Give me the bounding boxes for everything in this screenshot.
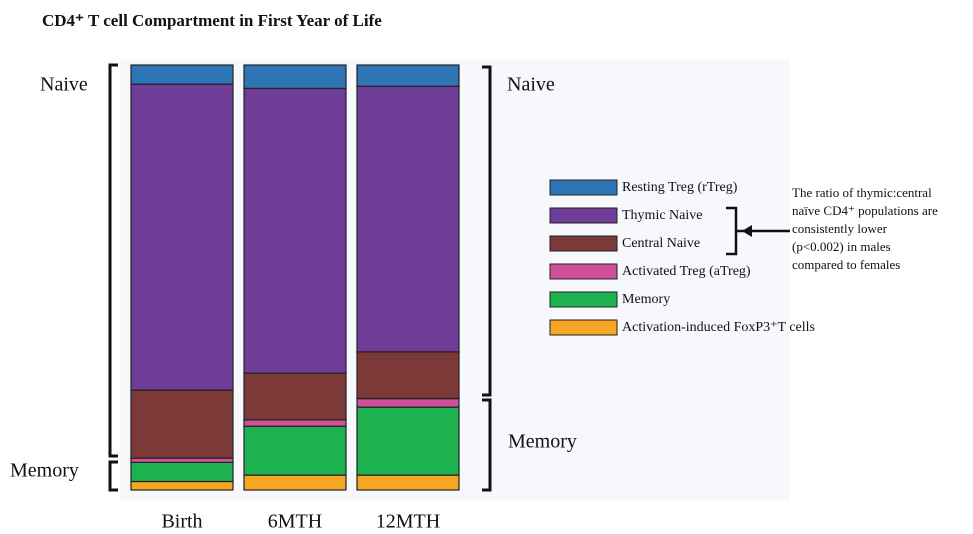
x-tick-label: 12MTH bbox=[376, 511, 440, 533]
note-line: consistently lower bbox=[792, 221, 888, 236]
bar-segment bbox=[130, 457, 234, 463]
bar-segment bbox=[356, 406, 460, 476]
bar-segment bbox=[130, 389, 234, 459]
annotation: Memory bbox=[508, 431, 577, 453]
bar-segment bbox=[243, 87, 347, 374]
bracket bbox=[482, 65, 492, 397]
bar-segment bbox=[130, 480, 234, 491]
bar-segment bbox=[130, 461, 234, 483]
legend-swatch bbox=[549, 319, 618, 336]
note-line: naïve CD4⁺ populations are bbox=[792, 203, 938, 218]
legend-label: Resting Treg (rTreg) bbox=[622, 180, 738, 195]
bar-segment bbox=[243, 474, 347, 491]
bar-segment bbox=[243, 64, 347, 89]
annotation: Naive bbox=[40, 74, 88, 96]
note-line: (p<0.002) in males bbox=[792, 239, 891, 254]
bar-segment bbox=[356, 351, 460, 400]
bracket bbox=[108, 460, 118, 492]
note-line: compared to females bbox=[792, 257, 900, 272]
legend-label: Central Naive bbox=[622, 236, 700, 251]
legend-label: Memory bbox=[622, 292, 670, 307]
bar-segment bbox=[356, 474, 460, 491]
legend-label: Activation-induced FoxP3⁺T cells bbox=[622, 320, 815, 335]
legend-swatch bbox=[549, 179, 618, 196]
legend-swatch bbox=[549, 235, 618, 252]
x-tick-label: 6MTH bbox=[268, 511, 322, 533]
x-tick-label: Birth bbox=[161, 511, 202, 533]
bar-segment bbox=[356, 64, 460, 87]
bar-segment bbox=[130, 83, 234, 391]
legend-label: Thymic Naive bbox=[622, 208, 702, 223]
bar-segment bbox=[243, 372, 347, 421]
bar-segment bbox=[356, 398, 460, 408]
legend-label: Activated Treg (aTreg) bbox=[622, 264, 751, 279]
bar-segment bbox=[130, 64, 234, 85]
legend-swatch bbox=[549, 207, 618, 224]
bracket bbox=[482, 398, 492, 492]
annotation: Memory bbox=[10, 460, 79, 482]
legend-swatch bbox=[549, 291, 618, 308]
note-line: The ratio of thymic:central bbox=[792, 185, 932, 200]
annotation: Naive bbox=[507, 74, 555, 96]
bar-segment bbox=[243, 419, 347, 427]
bar-segment bbox=[243, 425, 347, 476]
bracket bbox=[108, 63, 118, 458]
legend-swatch bbox=[549, 263, 618, 280]
arrow-head bbox=[742, 225, 752, 237]
chart-title: CD4⁺ T cell Compartment in First Year of… bbox=[42, 11, 382, 30]
bar-segment bbox=[356, 85, 460, 353]
